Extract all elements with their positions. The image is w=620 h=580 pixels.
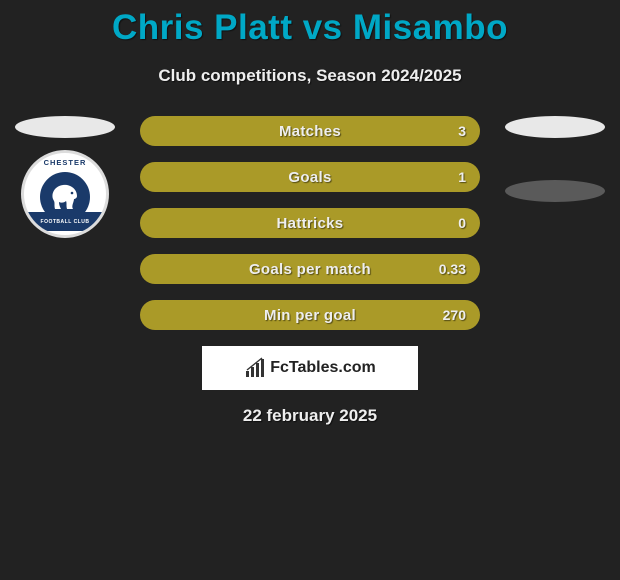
stat-label: Hattricks [277,215,344,232]
source-logo[interactable]: FcTables.com [202,346,418,390]
club-badge-ring: CHESTER FOOTBALL CLUB [21,150,109,238]
left-player-column: CHESTER FOOTBALL CLUB [10,116,120,238]
stat-label: Min per goal [264,307,356,324]
date-text: 22 february 2025 [0,406,620,426]
stat-row: Hattricks 0 [140,208,480,238]
stat-label: Matches [279,123,341,140]
stat-value: 270 [443,307,466,323]
stat-label: Goals [288,169,331,186]
player-photo-placeholder-right-1 [505,116,605,138]
club-badge-bottom-text: FOOTBALL CLUB [41,219,90,225]
stats-bars: Matches 3 Goals 1 Hattricks 0 Goals per … [140,116,480,330]
stat-row: Min per goal 270 [140,300,480,330]
lion-icon [47,179,83,215]
right-player-column [500,116,610,214]
player-photo-placeholder-left [15,116,115,138]
stat-value: 3 [458,123,466,139]
comparison-content: CHESTER FOOTBALL CLUB Matches 3 [0,116,620,426]
club-badge-bottom: FOOTBALL CLUB [24,212,106,231]
stat-label: Goals per match [249,261,371,278]
club-badge-top-text: CHESTER [24,158,106,167]
bar-chart-icon [244,357,266,379]
stat-row: Goals per match 0.33 [140,254,480,284]
source-logo-text: FcTables.com [270,359,376,377]
stat-value: 1 [458,169,466,185]
stat-value: 0.33 [439,261,466,277]
page-title: Chris Platt vs Misambo [0,0,620,48]
club-badge-left: CHESTER FOOTBALL CLUB [21,150,109,238]
subtitle: Club competitions, Season 2024/2025 [0,66,620,86]
player-photo-placeholder-right-2 [505,180,605,202]
stat-row: Goals 1 [140,162,480,192]
stat-row: Matches 3 [140,116,480,146]
stat-value: 0 [458,215,466,231]
